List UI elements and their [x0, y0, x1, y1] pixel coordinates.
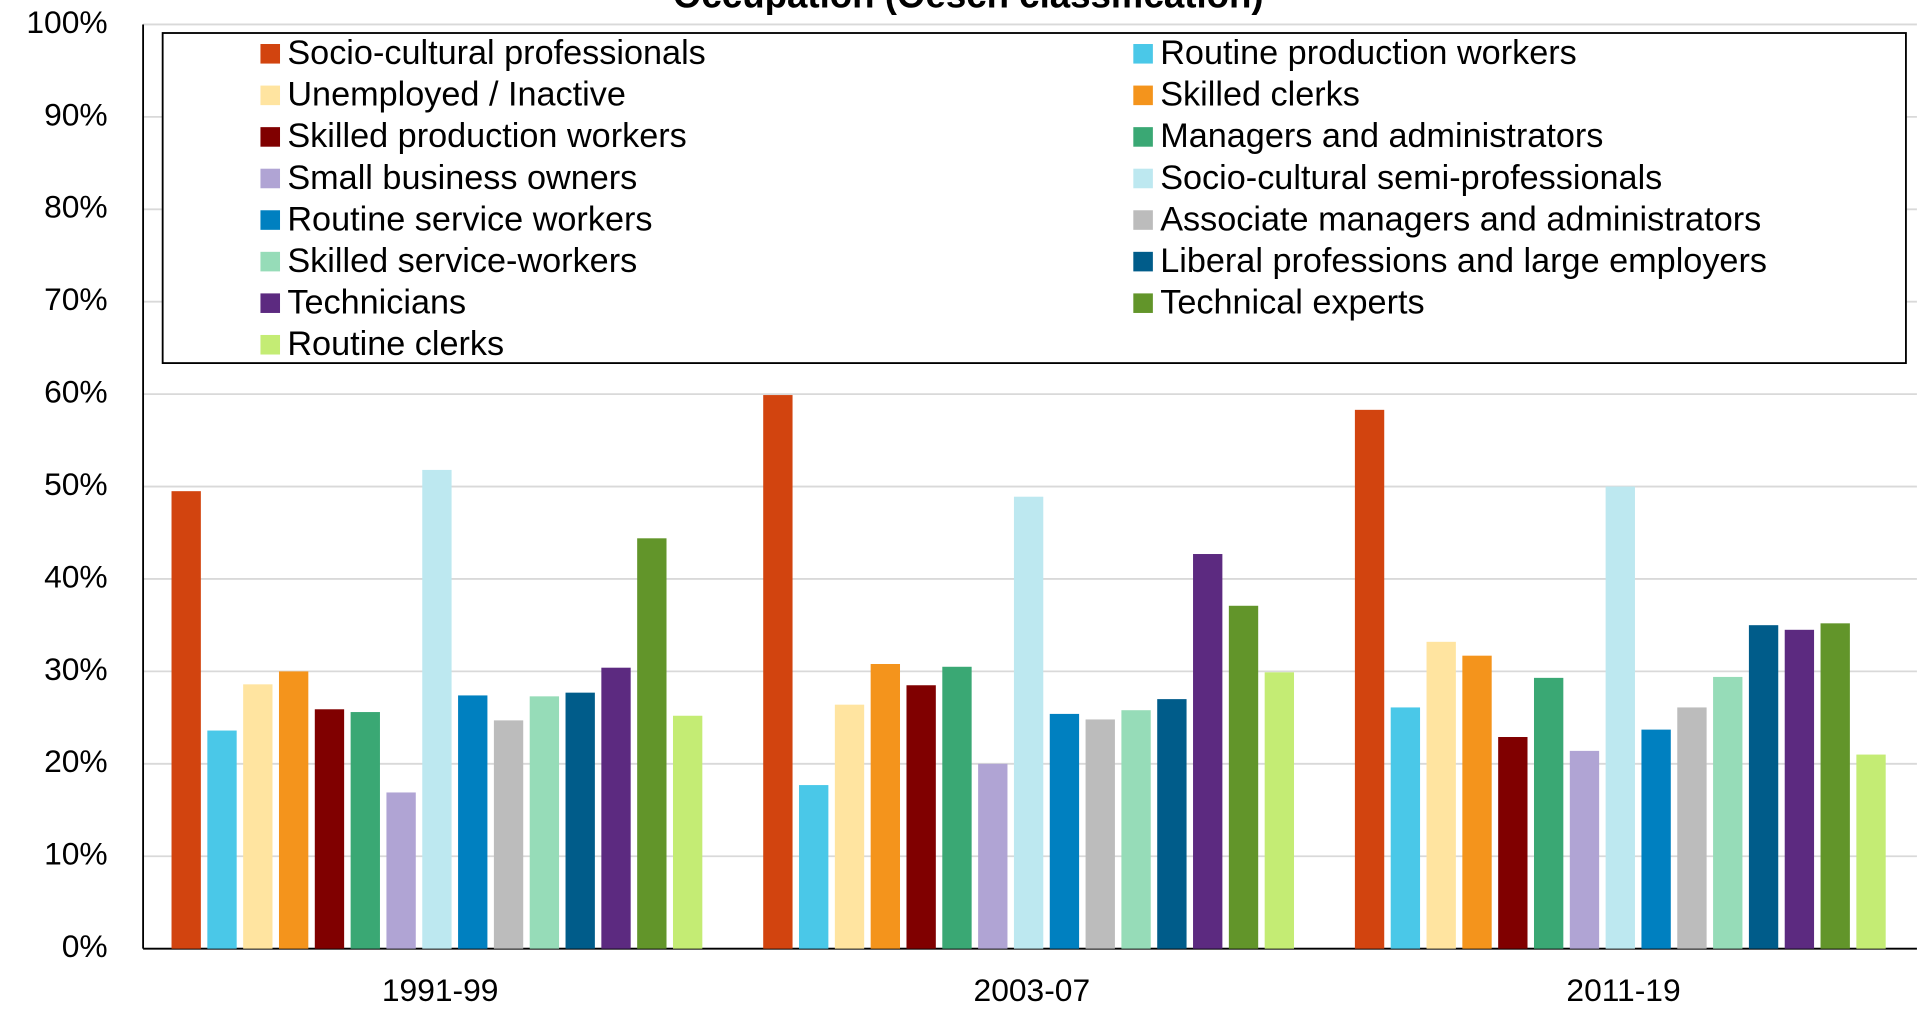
legend-swatch	[1133, 127, 1153, 147]
legend-label: Liberal professions and large employers	[1160, 242, 1767, 280]
legend-swatch	[260, 127, 281, 147]
y-tick-label: 40%	[44, 558, 108, 594]
bar	[799, 785, 829, 949]
bar	[1264, 672, 1295, 949]
bar	[1533, 677, 1564, 949]
legend-swatch	[260, 44, 281, 64]
legend-label: Routine service workers	[287, 200, 652, 238]
bar	[1713, 676, 1743, 949]
bar	[942, 666, 972, 949]
y-tick-label: 70%	[44, 281, 108, 317]
legend-swatch	[1133, 251, 1153, 272]
legend-swatch	[260, 334, 281, 355]
legend-label: Managers and administrators	[1160, 117, 1603, 155]
bar	[493, 720, 524, 949]
bar	[834, 704, 865, 949]
bar	[243, 684, 273, 949]
bar	[1157, 699, 1187, 949]
y-tick-label: 10%	[44, 836, 108, 872]
legend-swatch	[1133, 44, 1153, 64]
legend-swatch	[1133, 210, 1153, 230]
bar	[278, 671, 309, 949]
bar	[1677, 707, 1707, 949]
bar	[1784, 629, 1815, 949]
legend-swatch	[260, 251, 281, 272]
bar	[763, 395, 793, 949]
bar	[1498, 737, 1528, 949]
bar	[978, 763, 1008, 949]
x-tick-label: 2003-07	[974, 972, 1091, 1008]
bar	[1354, 409, 1385, 949]
bar	[422, 469, 452, 949]
y-tick-label: 60%	[44, 374, 108, 410]
bar	[1085, 719, 1115, 949]
legend-swatch	[260, 210, 281, 230]
bar	[1569, 750, 1600, 949]
legend-label: Skilled service-workers	[287, 242, 637, 280]
bar	[565, 692, 595, 949]
legend-swatch	[1133, 168, 1153, 189]
y-tick-label: 90%	[44, 96, 108, 132]
bar	[601, 667, 631, 949]
legend-label: Technicians	[287, 283, 466, 321]
legend-box	[161, 32, 1907, 364]
bar	[870, 663, 901, 949]
legend-label: Skilled production workers	[287, 117, 686, 155]
legend-swatch	[260, 293, 281, 313]
y-tick-label: 50%	[44, 466, 108, 502]
bar	[1121, 710, 1151, 949]
bar	[1228, 605, 1259, 949]
legend-label: Associate managers and administrators	[1160, 200, 1761, 238]
legend-label: Routine production workers	[1160, 34, 1577, 72]
y-tick-label: 0%	[62, 928, 108, 964]
bar	[207, 730, 237, 949]
bar	[1193, 554, 1223, 949]
bar	[529, 696, 560, 949]
bar	[1426, 641, 1456, 949]
bar	[314, 709, 345, 949]
bar	[1641, 729, 1671, 949]
bar	[1462, 655, 1492, 949]
y-tick-label: 30%	[44, 651, 108, 687]
chart-title: Occupation (Oesch classification)	[673, 0, 1264, 15]
legend-label: Socio-cultural professionals	[287, 34, 705, 72]
y-tick-label: 80%	[44, 189, 108, 225]
legend-swatch	[260, 85, 281, 106]
bar	[1605, 486, 1635, 949]
legend-swatch	[1133, 85, 1153, 106]
bar	[637, 538, 667, 949]
legend-label: Technical experts	[1160, 283, 1424, 321]
legend-label: Small business owners	[287, 159, 637, 197]
legend-label: Socio-cultural semi-professionals	[1160, 159, 1662, 197]
bar	[1820, 623, 1850, 949]
bar	[171, 491, 201, 949]
bar	[1856, 754, 1886, 949]
legend-swatch	[260, 168, 281, 189]
bar	[1049, 713, 1080, 949]
y-tick-label: 20%	[44, 743, 108, 779]
bar	[906, 685, 936, 949]
bar	[350, 712, 380, 949]
legend-swatch	[1133, 293, 1153, 313]
bar	[672, 715, 703, 949]
legend-label: Routine clerks	[287, 325, 504, 363]
bar	[386, 792, 416, 949]
bar	[458, 695, 488, 949]
legend-label: Unemployed / Inactive	[287, 76, 626, 114]
y-tick-label: 100%	[26, 4, 107, 40]
legend-label: Skilled clerks	[1160, 76, 1360, 114]
bar	[1748, 625, 1779, 949]
x-tick-label: 1991-99	[382, 972, 499, 1008]
x-tick-label: 2011-19	[1566, 972, 1680, 1008]
bar	[1390, 707, 1421, 949]
bar	[1013, 496, 1044, 949]
